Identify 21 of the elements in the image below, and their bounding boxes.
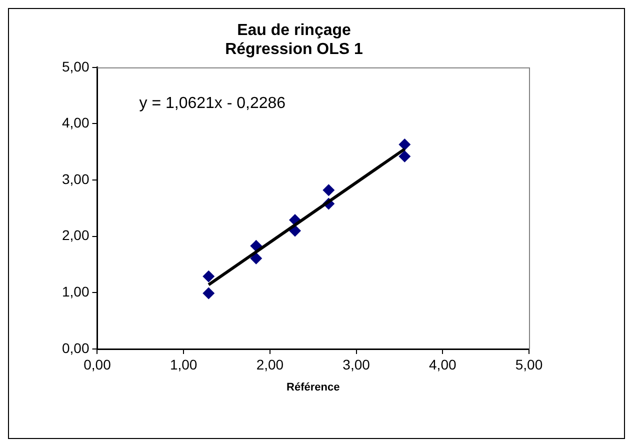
- x-tick-label: 5,00: [515, 356, 543, 372]
- point: [322, 184, 335, 196]
- y-tick-label: 5,00: [62, 58, 90, 74]
- x-axis-title: Référence: [286, 381, 340, 394]
- point: [398, 138, 411, 151]
- x-tick-label: 4,00: [429, 356, 456, 372]
- point: [202, 270, 215, 282]
- x-tick-label: 1,00: [170, 356, 198, 372]
- y-tick-label: 0,00: [62, 340, 90, 356]
- x-tick-label: 3,00: [342, 356, 370, 372]
- point: [250, 252, 262, 264]
- chart-title: Eau de rinçage Régression OLS 1: [225, 22, 364, 58]
- x-tick-label: 2,00: [256, 356, 284, 372]
- annotation: y = 1,0621x - 0,2286: [139, 94, 286, 112]
- y-tick-label: 3,00: [62, 170, 90, 187]
- point: [202, 287, 215, 300]
- y-tick-label: 2,00: [62, 227, 90, 244]
- point: [398, 150, 411, 162]
- y-tick-label: 4,00: [62, 114, 90, 131]
- x-tick-label: 0,00: [84, 356, 112, 372]
- y-tick-label: 1,00: [62, 284, 90, 300]
